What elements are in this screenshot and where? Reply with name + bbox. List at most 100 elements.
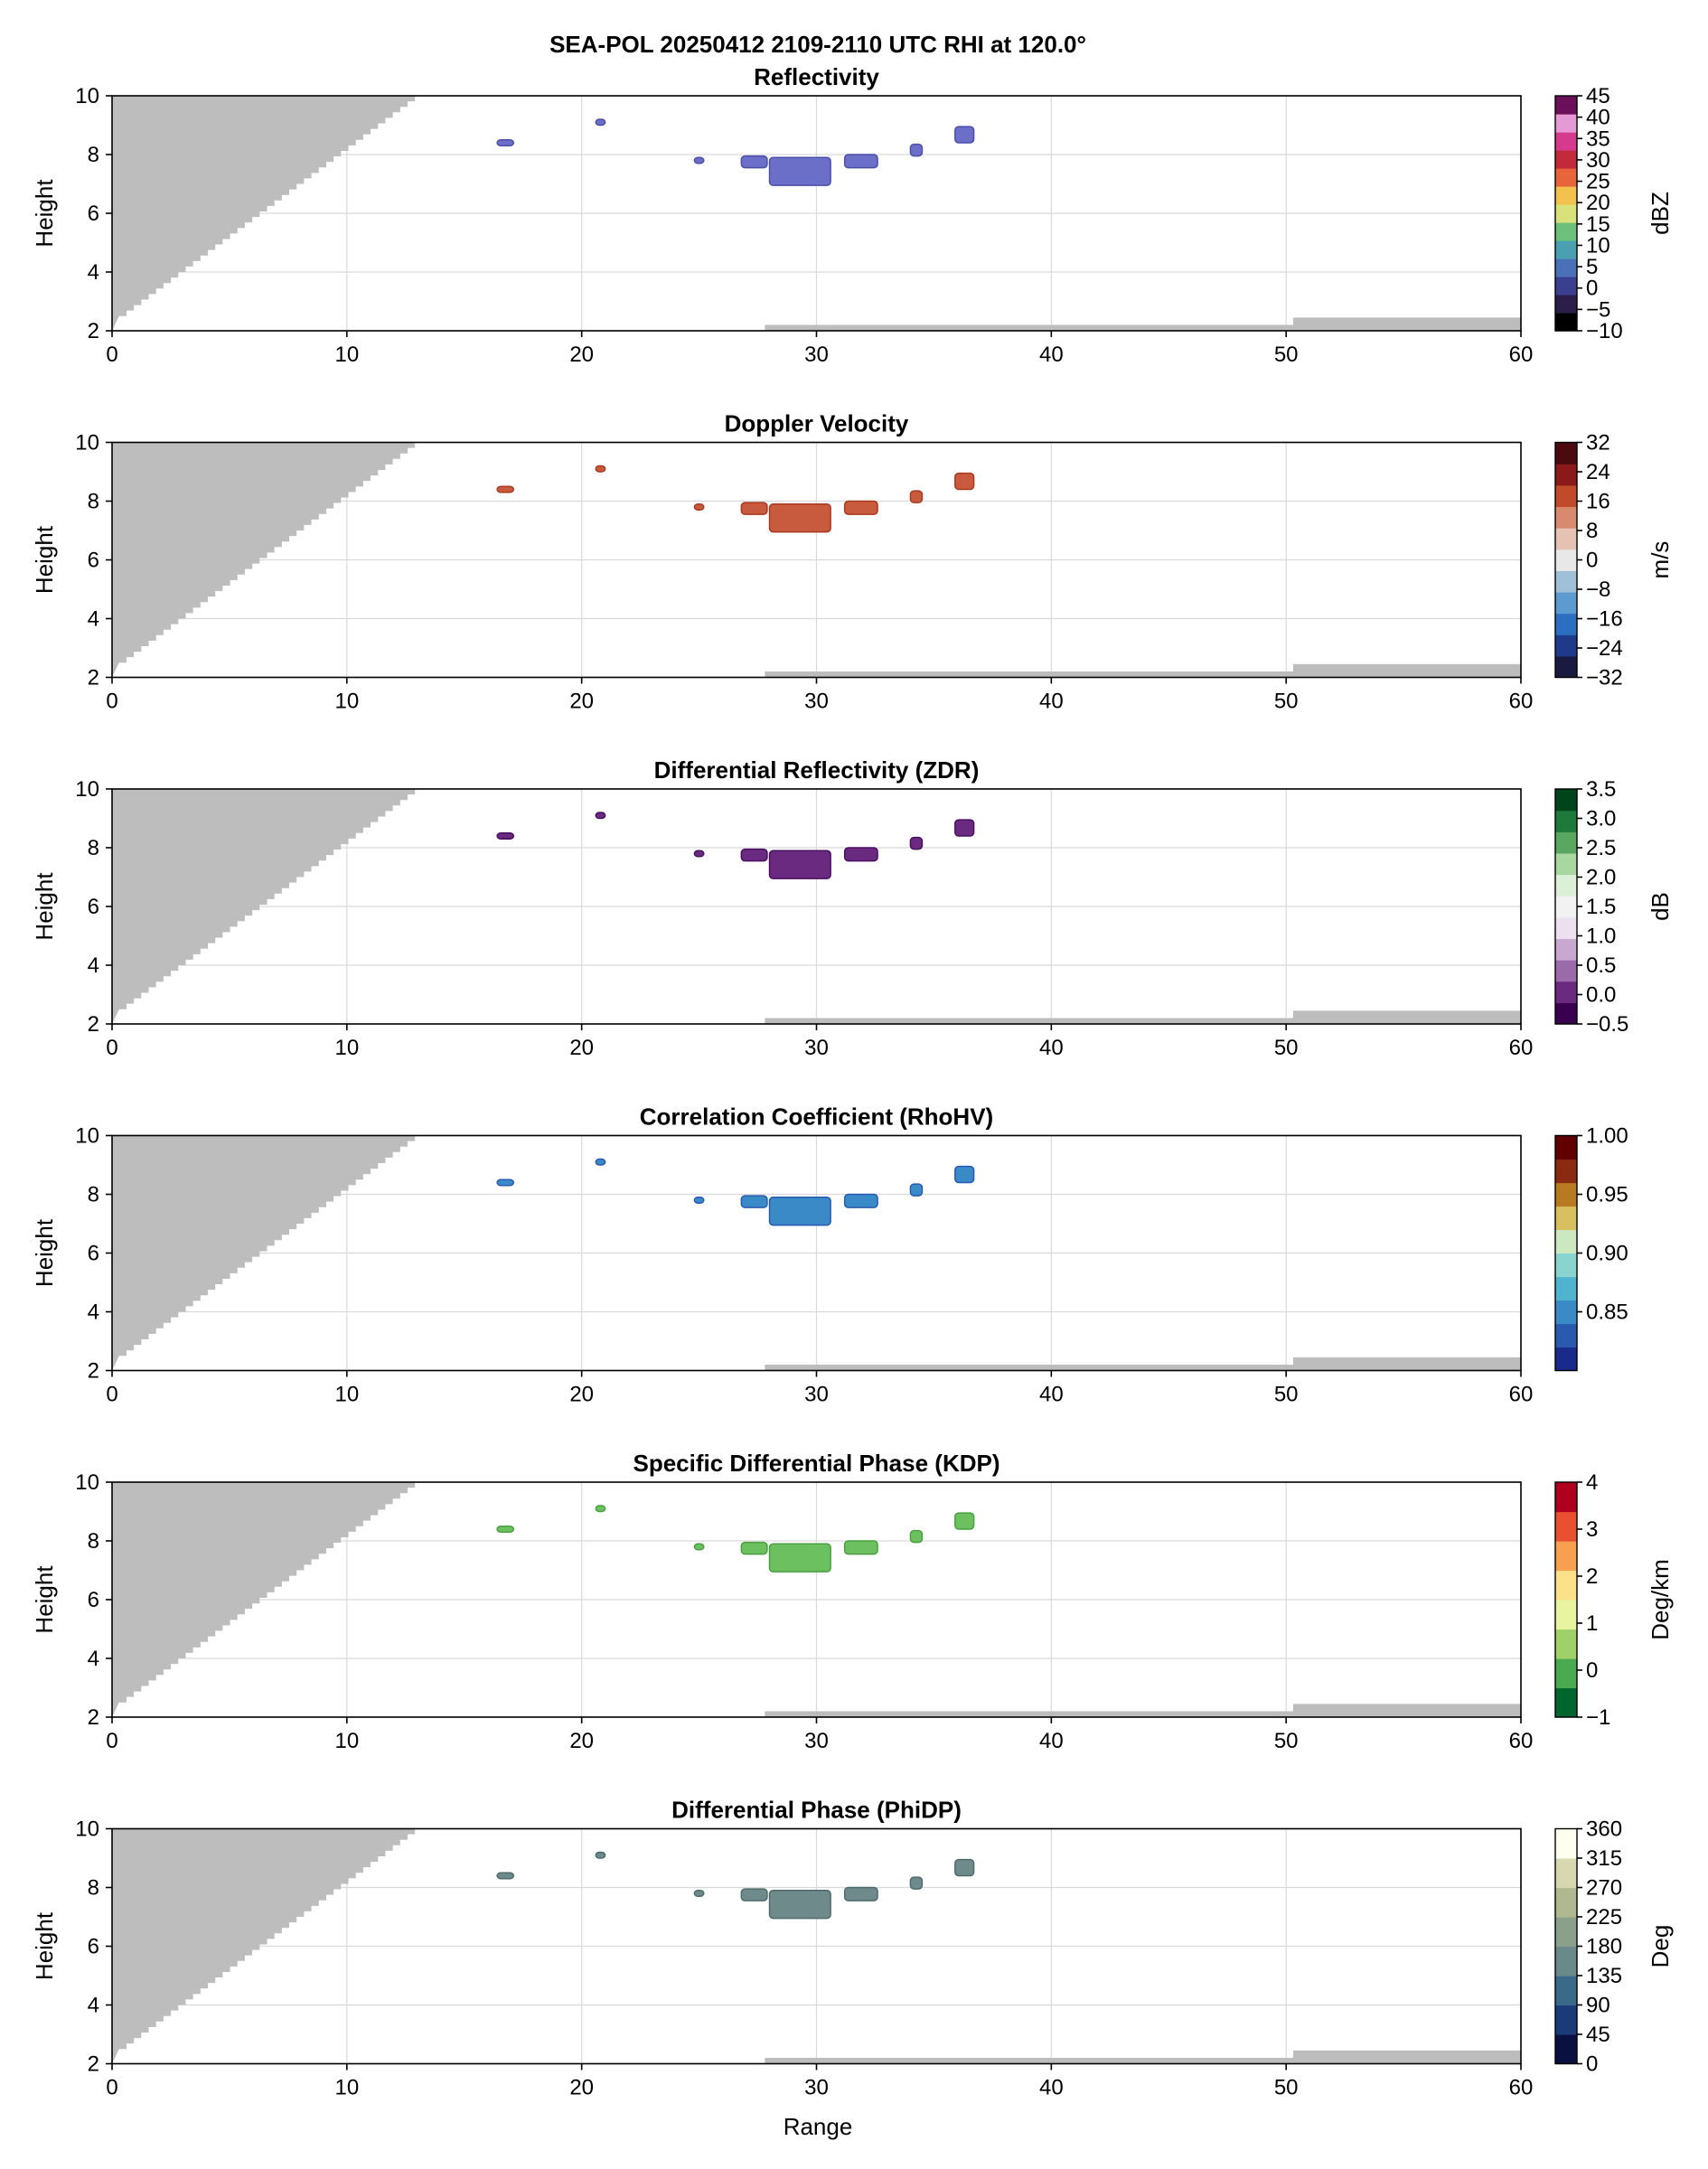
colorbar-segment [1555, 1347, 1577, 1372]
x-tick-label: 50 [1274, 1383, 1299, 1407]
x-axis-label: Range [784, 2113, 853, 2140]
colorbar-tick-label: 8 [1586, 519, 1598, 543]
colorbar-segment [1555, 655, 1577, 679]
radar-echo [595, 1158, 606, 1166]
colorbar-segment [1555, 313, 1577, 332]
colorbar-label: dBZ [1647, 192, 1674, 235]
radar-echo [740, 1195, 768, 1208]
panel-3: Differential Reflectivity (ZDR)0 10 20 30 40… [31, 756, 1674, 1060]
colorbar-tick-label: 2.0 [1586, 866, 1616, 890]
colorbar-tick-label: 270 [1586, 1876, 1622, 1901]
colorbar-tick-label: 1.0 [1586, 925, 1616, 949]
y-tick-label: 6 [88, 895, 99, 919]
radar-echo [595, 812, 606, 820]
colorbar: 32 24 16 8 0 −8 −16 −24 −32 m/s [1554, 431, 1674, 690]
radar-echo [740, 155, 768, 169]
x-tick-label: 40 [1039, 690, 1064, 714]
radar-echo [595, 1505, 606, 1513]
panel-4: Correlation Coefficient (RhoHV)0 10 20 30 40… [31, 1103, 1628, 1407]
colorbar-tick-label: 0 [1586, 549, 1598, 573]
radar-echo [909, 836, 924, 850]
x-tick-label: 60 [1509, 1729, 1534, 1753]
blocked-strip [1292, 1357, 1521, 1371]
y-axis-label: Height [31, 179, 58, 248]
colorbar-tick-label: −24 [1586, 636, 1623, 661]
x-tick-label: 10 [334, 690, 359, 714]
x-tick-label: 0 [106, 1036, 117, 1060]
x-tick-label: 20 [569, 343, 594, 367]
y-tick-label: 6 [88, 1242, 99, 1266]
colorbar-segment [1555, 789, 1577, 812]
y-axis-label: Height [31, 525, 58, 594]
y-tick-label: 8 [88, 1529, 99, 1554]
colorbar-segment [1555, 1511, 1577, 1542]
y-tick-label: 4 [88, 260, 99, 285]
y-tick-label: 8 [88, 836, 99, 860]
colorbar-segment [1555, 2005, 1577, 2035]
colorbar-segment [1555, 1629, 1577, 1659]
y-axis-label: Height [31, 1565, 58, 1634]
x-tick-label: 50 [1274, 343, 1299, 367]
blocked-strip [765, 671, 1293, 678]
colorbar-segment [1555, 613, 1577, 635]
blocked-region [112, 1135, 416, 1371]
colorbar-segment [1555, 896, 1577, 918]
y-tick-label: 10 [75, 777, 99, 802]
radar-echo [595, 465, 606, 473]
y-tick-label: 10 [75, 1124, 99, 1149]
radar-echo [693, 503, 705, 511]
x-tick-label: 30 [804, 1036, 829, 1060]
radar-echo [909, 1529, 924, 1544]
colorbar-tick-label: 24 [1586, 460, 1610, 484]
x-tick-label: 30 [804, 690, 829, 714]
x-tick-label: 0 [106, 2076, 117, 2100]
colorbar-tick-label: 0 [1586, 2052, 1598, 2077]
x-tick-label: 10 [334, 343, 359, 367]
radar-echo [843, 154, 878, 169]
x-tick-label: 0 [106, 1383, 117, 1407]
colorbar-segment [1555, 204, 1577, 223]
radar-echo [496, 139, 515, 146]
colorbar-tick-label: −1 [1586, 1705, 1610, 1730]
radar-echo [496, 485, 515, 493]
colorbar: 360 315 270 225 180 135 90 45 0 Deg [1554, 1817, 1674, 2077]
colorbar-tick-label: 0.85 [1586, 1300, 1628, 1325]
colorbar-segment [1555, 1600, 1577, 1630]
panel-5: Specific Differential Phase (KDP)0 10 20 30… [31, 1450, 1674, 1753]
x-tick-label: 60 [1509, 2076, 1534, 2100]
x-tick-label: 40 [1039, 2076, 1064, 2100]
colorbar-segment [1555, 810, 1577, 832]
radar-echo [954, 1512, 975, 1530]
blocked-region [112, 1828, 416, 2064]
x-tick-label: 60 [1509, 690, 1534, 714]
colorbar-segment [1555, 442, 1577, 465]
y-tick-label: 4 [88, 953, 99, 978]
radar-echo [496, 1872, 515, 1880]
radar-echo [843, 847, 878, 862]
colorbar-segment [1555, 1159, 1577, 1184]
colorbar-tick-label: 0.5 [1586, 953, 1616, 978]
colorbar-segment [1555, 1206, 1577, 1231]
radar-echo [740, 502, 768, 515]
colorbar-tick-label: 20 [1586, 191, 1610, 215]
y-tick-label: 10 [75, 84, 99, 108]
colorbar-segment [1555, 132, 1577, 151]
colorbar-label: m/s [1647, 541, 1674, 579]
colorbar-segment [1555, 1541, 1577, 1572]
colorbar-segment [1555, 2034, 1577, 2065]
colorbar-tick-label: 3.0 [1586, 807, 1616, 831]
blocked-strip [1292, 2050, 1521, 2064]
colorbar-segment [1555, 168, 1577, 187]
colorbar-segment [1555, 938, 1577, 961]
y-tick-label: 2 [88, 1359, 99, 1384]
y-tick-label: 2 [88, 319, 99, 343]
colorbar-segment [1555, 852, 1577, 876]
panel-title: Doppler Velocity [725, 410, 909, 437]
x-tick-label: 40 [1039, 1383, 1064, 1407]
y-tick-label: 2 [88, 1012, 99, 1037]
colorbar-label: Deg [1647, 1925, 1674, 1968]
colorbar-segment [1555, 1917, 1577, 1948]
colorbar-tick-label: 10 [1586, 233, 1610, 258]
